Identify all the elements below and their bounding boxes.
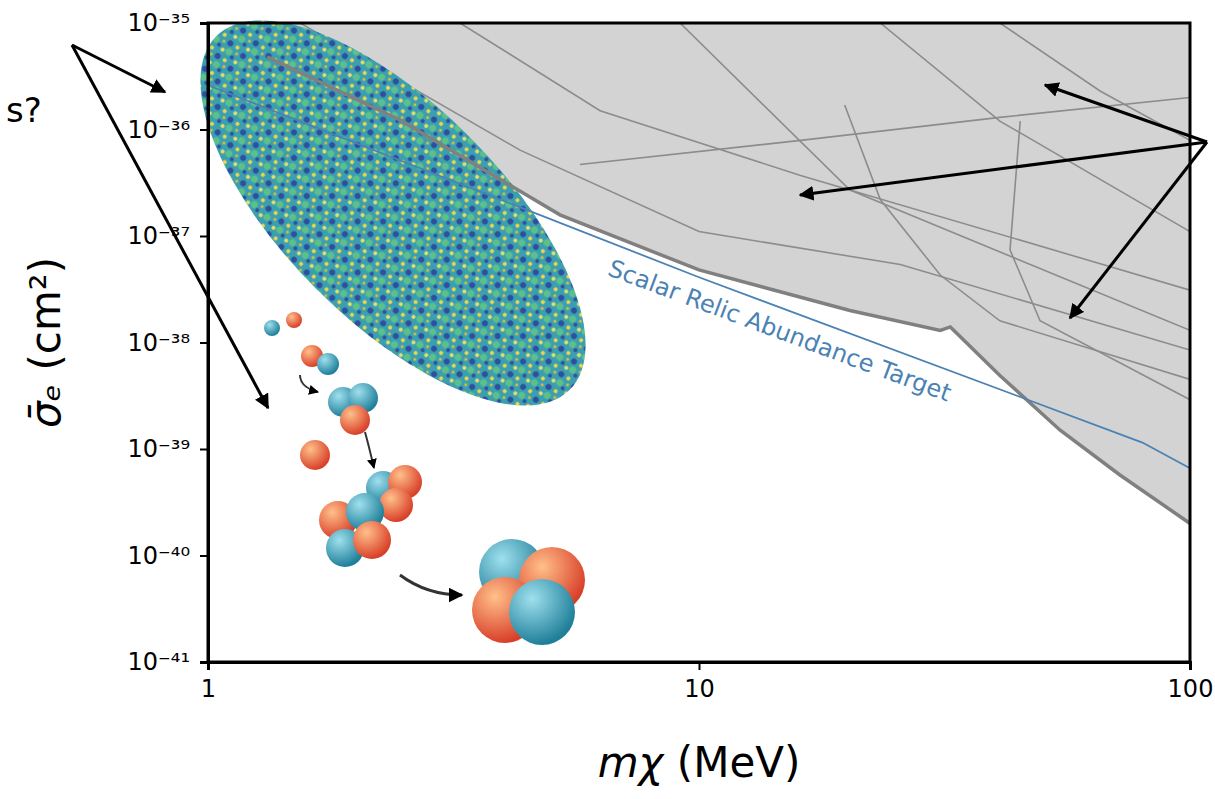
y-tick-label: 10⁻³⁶ bbox=[128, 116, 190, 144]
bbn-sphere bbox=[353, 521, 391, 559]
limit-line bbox=[845, 105, 1190, 379]
x-tick: 10 bbox=[684, 662, 715, 703]
limit-line bbox=[460, 23, 1190, 290]
y-tick: 10⁻³⁵ bbox=[126, 8, 208, 38]
pointer-arrow bbox=[1070, 142, 1207, 318]
pointer-arrow bbox=[72, 45, 268, 408]
axis-title-part: σ̄ₑ bbox=[21, 384, 70, 428]
axis-title-part: (cm²) bbox=[21, 257, 70, 384]
bbn-sphere bbox=[317, 353, 339, 375]
excluded-boundary bbox=[267, 57, 1190, 523]
y-tick: 10⁻⁴¹ bbox=[126, 647, 208, 677]
axis-title-part: (MeV) bbox=[663, 738, 800, 787]
cmb-ellipse bbox=[140, 0, 646, 466]
chart-svg: Scalar Relic Abundance Target 1 10 100 10⁻⁴¹… bbox=[0, 0, 1215, 799]
limit-line bbox=[880, 23, 1190, 232]
bbn-sphere bbox=[264, 320, 280, 336]
x-tick-label: 1 bbox=[201, 675, 216, 703]
x-axis: 1 10 100 bbox=[201, 662, 1214, 703]
limit-line bbox=[1000, 23, 1190, 140]
cmb-image bbox=[140, 0, 646, 466]
y-tick-mark bbox=[200, 236, 208, 238]
y-tick-label: 10⁻³⁵ bbox=[128, 9, 190, 37]
x-tick: 100 bbox=[1168, 662, 1214, 703]
tick-label-bg bbox=[126, 541, 192, 571]
chart-root: Scalar Relic Abundance Target 1 10 100 10⁻⁴¹… bbox=[0, 0, 1215, 799]
pointer-arrows bbox=[72, 45, 1207, 408]
pointer-arrow bbox=[1045, 85, 1207, 142]
y-axis-title: σ̄ₑ (cm²) bbox=[21, 257, 70, 428]
y-tick-mark bbox=[200, 662, 208, 664]
y-tick-mark bbox=[200, 129, 208, 131]
y-tick-label: 10⁻³⁹ bbox=[128, 435, 190, 463]
y-tick-label: 10⁻³⁸ bbox=[128, 329, 190, 357]
limit-line bbox=[580, 97, 1190, 164]
x-tick: 1 bbox=[201, 662, 216, 703]
y-tick: 10⁻³⁶ bbox=[126, 115, 208, 145]
bbn-sphere bbox=[286, 312, 302, 328]
bbn-arrow bbox=[300, 375, 318, 392]
pointer-arrow bbox=[800, 142, 1207, 195]
y-tick-mark bbox=[200, 449, 208, 451]
x-tick-mark bbox=[699, 662, 701, 670]
x-axis-title: mχ (MeV) bbox=[598, 738, 801, 787]
bbn-sphere bbox=[509, 579, 575, 645]
tick-label-bg bbox=[126, 115, 192, 145]
bbn-arrow bbox=[400, 575, 462, 595]
tick-label-bg bbox=[126, 328, 192, 358]
bbn-sphere bbox=[379, 488, 413, 522]
bbn-image bbox=[264, 312, 585, 645]
plot: Scalar Relic Abundance Target 1 10 100 10⁻⁴¹… bbox=[126, 0, 1214, 703]
annotation: s? bbox=[6, 90, 42, 130]
x-axis-line bbox=[209, 663, 1191, 671]
y-axis-line bbox=[200, 24, 209, 663]
y-tick-label: 10⁻⁴¹ bbox=[128, 648, 190, 676]
top-line-layer bbox=[208, 57, 1190, 523]
bbn-sphere bbox=[340, 405, 370, 435]
y-tick: 10⁻³⁷ bbox=[126, 221, 208, 251]
bbn-arrow bbox=[365, 432, 374, 468]
y-tick-label: 10⁻⁴⁰ bbox=[128, 542, 190, 570]
y-tick: 10⁻³⁸ bbox=[126, 328, 208, 358]
y-tick: 10⁻³⁹ bbox=[126, 434, 208, 464]
x-tick-label: 10 bbox=[684, 675, 715, 703]
series-label: Scalar Relic Abundance Target bbox=[604, 254, 954, 407]
bbn-sphere bbox=[300, 440, 330, 470]
y-axis: 10⁻⁴¹ 10⁻⁴⁰ 10⁻³⁹ 10⁻³⁸ 10⁻³⁷ 10⁻³⁶ 10⁻³⁵ bbox=[126, 8, 209, 677]
tick-label-bg bbox=[126, 434, 192, 464]
y-tick-mark bbox=[200, 23, 208, 25]
y-tick-mark bbox=[200, 555, 208, 557]
target-line bbox=[208, 85, 1190, 468]
axis-title-part: mχ bbox=[598, 738, 666, 787]
y-tick: 10⁻⁴⁰ bbox=[126, 541, 208, 571]
tick-label-bg bbox=[126, 647, 192, 677]
x-tick-label: 100 bbox=[1168, 675, 1214, 703]
tick-label-bg bbox=[126, 8, 192, 38]
plot-frame bbox=[208, 23, 1190, 662]
x-tick-mark bbox=[1190, 662, 1192, 670]
y-tick-mark bbox=[200, 342, 208, 344]
